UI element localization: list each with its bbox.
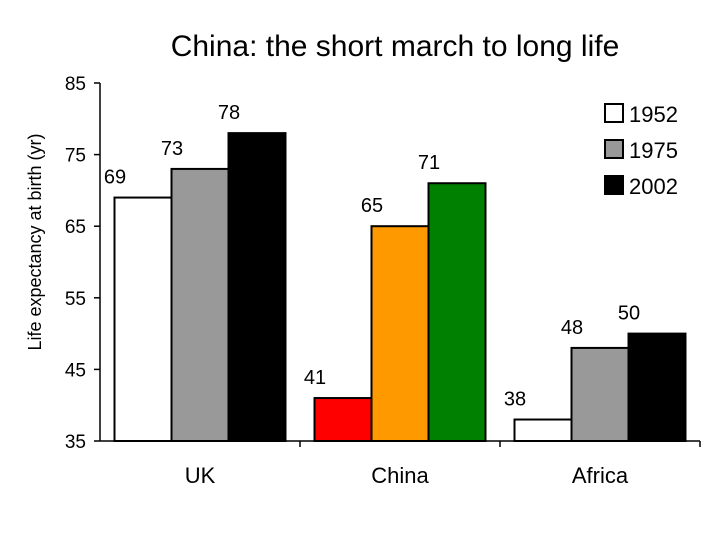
legend-swatch-2002 xyxy=(604,175,624,195)
legend-swatch-1975 xyxy=(604,139,624,159)
bar-china-2002 xyxy=(427,182,487,443)
y-tick-label: 75 xyxy=(65,146,86,167)
bar-china-1975 xyxy=(370,225,430,442)
bar-uk-1975 xyxy=(170,167,230,442)
legend-label-2002: 2002 xyxy=(629,174,678,199)
y-tick-label: 45 xyxy=(65,360,86,381)
legend-label-1952: 1952 xyxy=(629,102,678,127)
data-label: 48 xyxy=(561,317,583,339)
data-label: 50 xyxy=(618,303,640,325)
legend-swatch-1952 xyxy=(604,103,624,123)
data-label: 65 xyxy=(361,195,383,217)
bar-africa-1952 xyxy=(513,418,573,442)
y-axis-label: Life expectancy at birth (yr) xyxy=(25,133,45,350)
data-label: 71 xyxy=(418,152,440,174)
category-label-china: China xyxy=(371,463,429,488)
chart-title: China: the short march to long life xyxy=(170,30,620,63)
y-tick-label: 65 xyxy=(65,217,86,238)
bar-uk-1952 xyxy=(113,196,173,442)
y-tick-label: 35 xyxy=(65,432,86,453)
category-label-africa: Africa xyxy=(572,463,629,488)
legend-label-1975: 1975 xyxy=(629,138,678,163)
data-label: 69 xyxy=(104,167,126,189)
bar-china-1952 xyxy=(313,397,373,443)
bar-africa-1975 xyxy=(570,346,630,443)
data-label: 41 xyxy=(304,367,326,389)
data-label: 38 xyxy=(504,389,526,411)
category-label-uk: UK xyxy=(185,463,216,488)
y-tick-label: 55 xyxy=(65,289,86,310)
data-label: 78 xyxy=(218,102,240,124)
y-tick-label: 85 xyxy=(65,74,86,95)
bar-uk-2002 xyxy=(227,132,287,442)
bar-africa-2002 xyxy=(627,332,687,443)
data-label: 73 xyxy=(161,138,183,160)
